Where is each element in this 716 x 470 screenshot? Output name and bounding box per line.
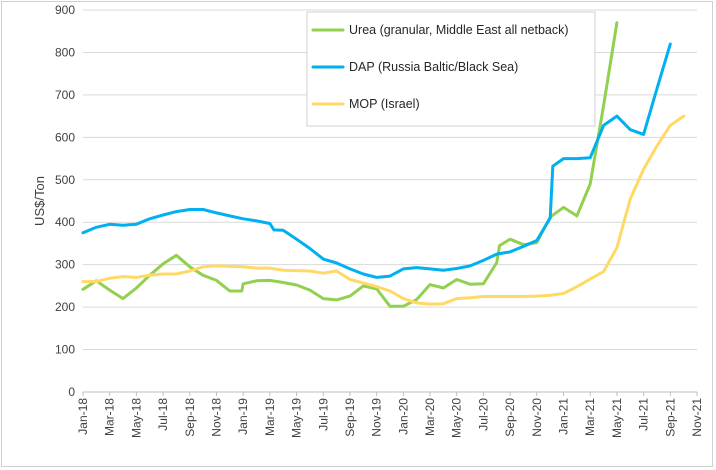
x-tick-label: Nov-21 (690, 398, 704, 437)
x-tick-label: Sep-21 (663, 398, 677, 437)
x-tick-label: May-21 (610, 398, 624, 438)
y-tick-label: 100 (55, 343, 75, 357)
y-tick-label: 500 (55, 173, 75, 187)
x-tick-label: Sep-19 (343, 398, 357, 437)
x-tick-label: Nov-19 (370, 398, 384, 437)
y-tick-label: 700 (55, 88, 75, 102)
series-lines (81, 21, 686, 308)
x-tick-label: Mar-19 (263, 398, 277, 436)
x-tick-label: Jan-21 (557, 398, 571, 435)
x-tick-label: Jul-18 (156, 398, 170, 431)
series-line-2 (81, 42, 672, 279)
legend-label-2: DAP (Russia Baltic/Black Sea) (349, 60, 518, 74)
x-tick-label: Nov-18 (209, 398, 223, 437)
x-tick-label: Jul-19 (316, 398, 330, 431)
x-tick-label: Jan-20 (396, 398, 410, 435)
x-tick-label: Sep-18 (183, 398, 197, 437)
legend-label-3: MOP (Israel) (349, 97, 420, 111)
x-tick-label: May-19 (290, 398, 304, 438)
y-tick-label: 400 (55, 215, 75, 229)
x-tick-label: Jan-18 (76, 398, 90, 435)
legend: Urea (granular, Middle East all netback)… (306, 11, 596, 127)
x-tick-label: Mar-21 (583, 398, 597, 436)
x-axis-ticks: Jan-18 Mar-18 May-18 Jul-18 Sep-18 Nov-18 Jan-… (76, 392, 704, 438)
legend-box (306, 11, 596, 127)
x-tick-label: Sep-20 (503, 398, 517, 437)
y-axis-ticks: 0 100 200 300 400 500 600 700 800 900 (55, 3, 75, 399)
x-tick-label: May-18 (129, 398, 143, 438)
series-line-1 (81, 21, 619, 308)
x-tick-label: Mar-18 (103, 398, 117, 436)
y-tick-label: 200 (55, 300, 75, 314)
series-line-3 (81, 114, 686, 306)
y-tick-label: 300 (55, 258, 75, 272)
y-tick-label: 600 (55, 130, 75, 144)
legend-label-1: Urea (granular, Middle East all netback) (349, 23, 569, 37)
y-tick-label: 0 (68, 385, 75, 399)
x-tick-label: Jul-20 (476, 398, 490, 431)
x-tick-label: Nov-20 (530, 398, 544, 437)
x-tick-label: May-20 (450, 398, 464, 438)
x-tick-label: Jul-21 (637, 398, 651, 431)
x-tick-label: Mar-20 (423, 398, 437, 436)
y-tick-label: 800 (55, 45, 75, 59)
x-tick-label: Jan-19 (236, 398, 250, 435)
y-tick-label: 900 (55, 3, 75, 17)
y-axis-label: US$/Ton (32, 176, 47, 226)
